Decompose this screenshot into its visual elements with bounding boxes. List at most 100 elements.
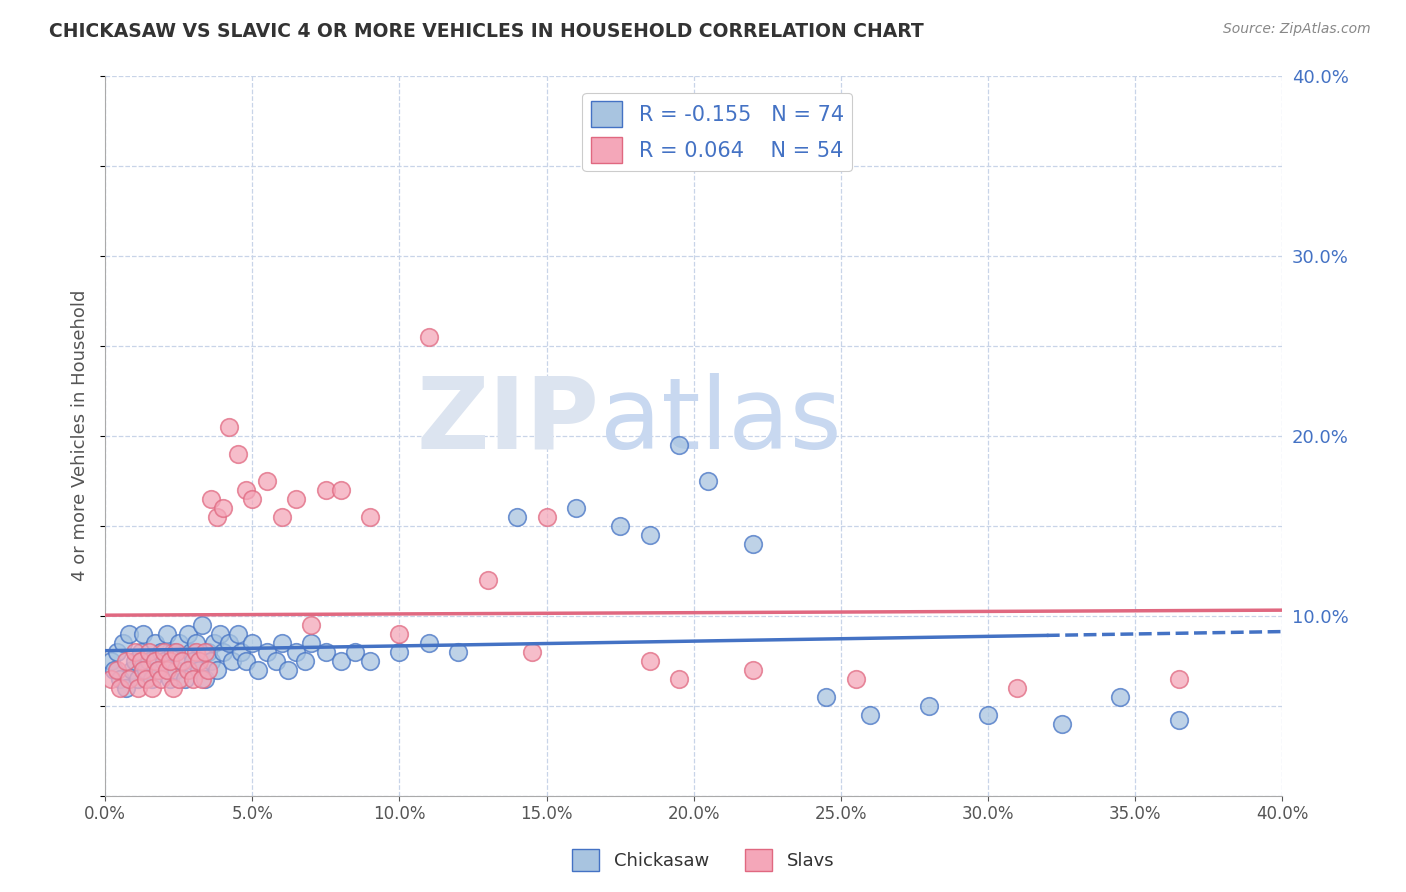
Point [129,654,152,668]
Legend: R = -0.155   N = 74, R = 0.064    N = 54: R = -0.155 N = 74, R = 0.064 N = 54 [582,93,852,171]
Point [121,663,143,677]
Point [150,672,173,686]
Point [165,663,187,677]
Point [1168,713,1191,727]
Point [200,491,222,506]
Point [229,645,252,659]
Point [565,500,588,515]
Point [668,672,690,686]
Point [388,645,411,659]
Point [418,329,440,343]
Point [205,663,228,677]
Point [299,617,322,632]
Point [520,645,543,659]
Point [218,636,240,650]
Point [536,509,558,524]
Point [741,537,763,551]
Point [285,491,308,506]
Point [103,663,125,677]
Point [167,672,190,686]
Y-axis label: 4 or more Vehicles in Household: 4 or more Vehicles in Household [72,290,89,582]
Point [194,645,217,659]
Point [506,509,529,524]
Point [221,654,243,668]
Point [159,654,181,668]
Point [124,645,146,659]
Point [212,500,235,515]
Point [418,636,440,650]
Point [186,645,208,659]
Point [138,645,160,659]
Point [977,707,1000,722]
Point [315,645,337,659]
Point [143,654,166,668]
Point [114,654,136,668]
Point [264,654,287,668]
Point [108,681,131,695]
Point [167,636,190,650]
Point [191,617,214,632]
Point [156,626,179,640]
Point [226,626,249,640]
Point [668,437,690,451]
Point [183,672,205,686]
Point [447,645,470,659]
Point [156,663,179,677]
Point [118,672,141,686]
Text: ZIP: ZIP [416,373,599,470]
Point [741,663,763,677]
Point [256,474,278,488]
Point [638,527,661,541]
Point [150,645,173,659]
Text: atlas: atlas [599,373,841,470]
Point [299,636,322,650]
Point [240,636,263,650]
Text: CHICKASAW VS SLAVIC 4 OR MORE VEHICLES IN HOUSEHOLD CORRELATION CHART: CHICKASAW VS SLAVIC 4 OR MORE VEHICLES I… [49,22,924,41]
Point [344,645,367,659]
Point [359,654,381,668]
Point [138,654,160,668]
Point [176,663,198,677]
Legend: Chickasaw, Slavs: Chickasaw, Slavs [565,842,841,879]
Point [205,509,228,524]
Point [153,654,176,668]
Point [108,672,131,686]
Point [162,681,184,695]
Point [141,681,163,695]
Point [270,509,292,524]
Point [697,474,720,488]
Point [180,645,202,659]
Point [329,483,352,497]
Point [173,672,195,686]
Point [132,663,155,677]
Point [188,654,211,668]
Point [170,654,193,668]
Point [176,626,198,640]
Point [200,654,222,668]
Point [218,419,240,434]
Point [183,654,205,668]
Point [153,645,176,659]
Point [235,483,257,497]
Point [186,636,208,650]
Point [197,645,219,659]
Point [1050,716,1073,731]
Point [477,573,499,587]
Text: Source: ZipAtlas.com: Source: ZipAtlas.com [1223,22,1371,37]
Point [845,672,868,686]
Point [918,698,941,713]
Point [118,626,141,640]
Point [100,672,122,686]
Point [1109,690,1132,704]
Point [111,636,134,650]
Point [141,672,163,686]
Point [329,654,352,668]
Point [388,626,411,640]
Point [638,654,661,668]
Point [191,672,214,686]
Point [212,645,235,659]
Point [285,645,308,659]
Point [247,663,270,677]
Point [165,645,187,659]
Point [1168,672,1191,686]
